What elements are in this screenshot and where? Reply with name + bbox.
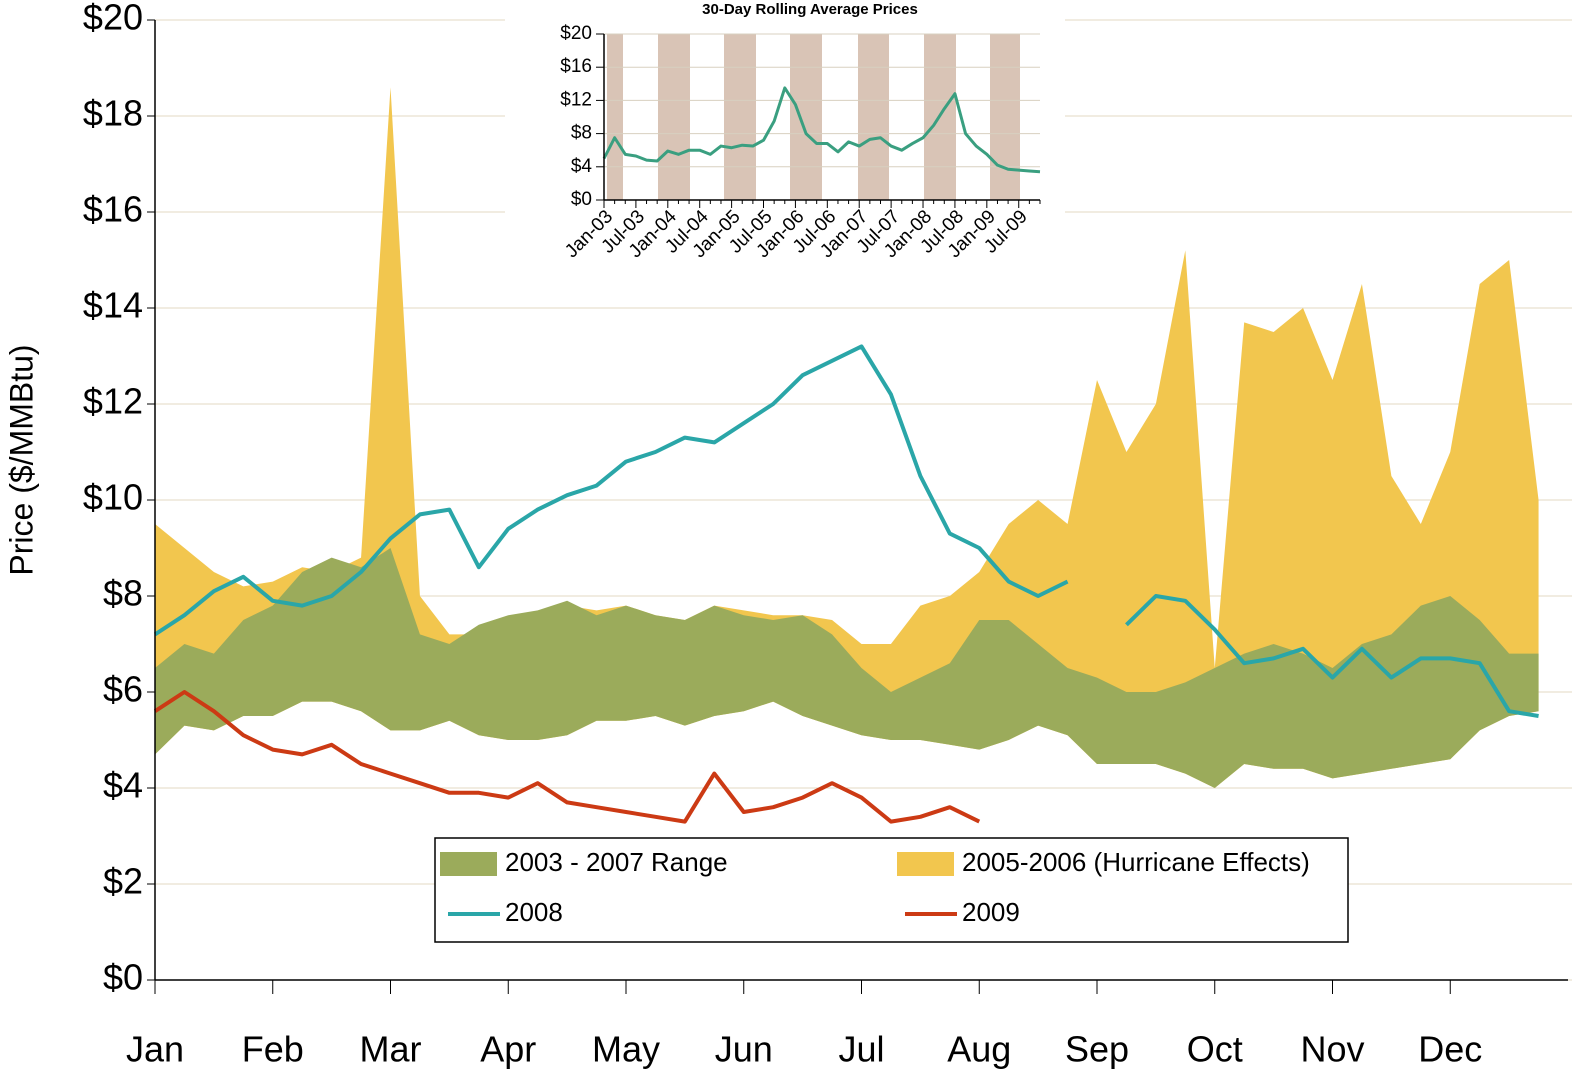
inset-chart: 30-Day Rolling Average Prices $0 $4 $8 $12 $… bbox=[560, 1, 1041, 262]
y-tick-label: $16 bbox=[560, 56, 592, 77]
y-tick-label: $14 bbox=[83, 285, 143, 326]
legend-label: 2005-2006 (Hurricane Effects) bbox=[962, 847, 1310, 877]
range-area bbox=[155, 87, 1539, 788]
legend: 2003 - 2007 Range 2005-2006 (Hurricane Ef… bbox=[434, 837, 1349, 943]
x-tick-label: Jul bbox=[838, 1029, 884, 1070]
legend-swatch bbox=[897, 852, 954, 876]
shade-band bbox=[990, 34, 1020, 200]
x-tick-label: Mar bbox=[360, 1029, 422, 1070]
series-line bbox=[153, 344, 1539, 718]
y-tick-label: $12 bbox=[560, 89, 592, 110]
y-axis-title: Price ($/MMBtu) bbox=[3, 344, 39, 575]
main-chart: $0 $2 $4 $6 $8 $10 $12 $14 $16 $18 $20 Jan Feb Mar Apr… bbox=[83, 0, 1572, 1070]
y-tick-label: $0 bbox=[571, 189, 592, 210]
shade-band bbox=[658, 34, 690, 200]
range-area bbox=[155, 548, 1539, 788]
x-tick-label: Jun bbox=[715, 1029, 773, 1070]
shade-band bbox=[724, 34, 756, 200]
x-tick-label: Apr bbox=[480, 1029, 536, 1070]
x-tick-label: Jan bbox=[126, 1029, 184, 1070]
shade-band bbox=[858, 34, 889, 200]
x-tick-label: Dec bbox=[1418, 1029, 1482, 1070]
y-tick-label: $4 bbox=[103, 765, 143, 806]
x-tick-label: May bbox=[592, 1029, 660, 1070]
y-tick-label: $4 bbox=[571, 156, 593, 177]
y-tick-label: $6 bbox=[103, 669, 143, 710]
y-tick-label: $20 bbox=[560, 23, 592, 44]
legend-label: 2008 bbox=[505, 897, 563, 927]
x-tick-label: Nov bbox=[1300, 1029, 1364, 1070]
shade-band bbox=[790, 34, 822, 200]
y-tick-label: $18 bbox=[83, 93, 143, 134]
y-tick-label: $8 bbox=[103, 573, 143, 614]
series-line bbox=[153, 690, 981, 824]
x-tick-label: Aug bbox=[947, 1029, 1011, 1070]
legend-label: 2003 - 2007 Range bbox=[505, 847, 728, 877]
inset-background bbox=[505, 0, 1065, 305]
y-tick-label: $12 bbox=[83, 381, 143, 422]
x-tick-label: Oct bbox=[1187, 1029, 1243, 1070]
y-tick-label: $16 bbox=[83, 189, 143, 230]
y-tick-label: $2 bbox=[103, 861, 143, 902]
series-line bbox=[602, 86, 1041, 174]
legend-box bbox=[434, 837, 1349, 943]
shade-band bbox=[607, 34, 623, 200]
x-tick-label: Sep bbox=[1065, 1029, 1129, 1070]
legend-swatch bbox=[440, 852, 497, 876]
x-tick-label: Feb bbox=[242, 1029, 304, 1070]
y-tick-label: $20 bbox=[83, 0, 143, 38]
y-tick-label: $0 bbox=[103, 957, 143, 998]
y-tick-label: $8 bbox=[571, 123, 592, 144]
inset-title: 30-Day Rolling Average Prices bbox=[702, 1, 918, 18]
y-tick-label: $10 bbox=[83, 477, 143, 518]
legend-label: 2009 bbox=[962, 897, 1020, 927]
